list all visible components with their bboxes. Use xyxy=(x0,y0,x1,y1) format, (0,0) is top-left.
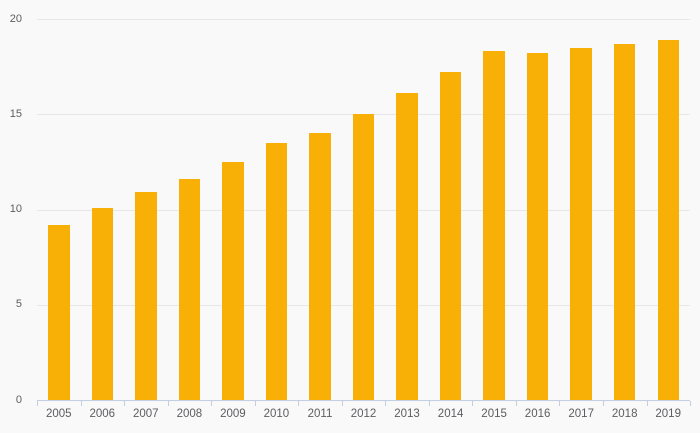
gridline-20 xyxy=(37,19,690,20)
bar-2011[interactable] xyxy=(309,133,331,400)
x-axis-tick xyxy=(602,401,604,406)
bar-2008[interactable] xyxy=(178,179,201,400)
bar-2018[interactable] xyxy=(613,43,636,400)
y-axis-label-5: 5 xyxy=(15,298,22,311)
x-axis-tick xyxy=(80,401,82,406)
x-axis-tick xyxy=(341,401,343,406)
x-axis-label-2015: 2015 xyxy=(481,408,507,420)
x-axis-tick xyxy=(690,401,691,406)
bar-2015[interactable] xyxy=(483,51,505,400)
x-axis-label-2008: 2008 xyxy=(176,408,203,420)
bar-2019[interactable] xyxy=(657,40,679,400)
x-axis-tick xyxy=(254,401,256,406)
bar-2017[interactable] xyxy=(570,47,592,400)
y-axis-label-20: 20 xyxy=(9,12,22,25)
y-axis-label-0: 0 xyxy=(15,393,22,406)
y-axis-label-15: 15 xyxy=(9,107,22,120)
bar-2016[interactable] xyxy=(526,53,549,400)
x-axis-tick xyxy=(472,401,474,406)
x-axis-tick xyxy=(211,401,213,406)
bar-2010[interactable] xyxy=(265,142,288,400)
x-axis-tick xyxy=(559,401,561,406)
x-axis-label-2005: 2005 xyxy=(46,408,72,420)
x-axis-label-2019: 2019 xyxy=(655,408,681,420)
bar-2006[interactable] xyxy=(91,207,113,400)
x-axis-tick xyxy=(298,401,300,406)
x-axis-label-2012: 2012 xyxy=(350,408,377,420)
x-axis-label-2006: 2006 xyxy=(89,408,116,420)
x-axis-tick xyxy=(124,401,126,406)
y-axis-label-10: 10 xyxy=(9,203,22,215)
x-axis-tick xyxy=(37,401,38,406)
bar-2012[interactable] xyxy=(352,114,375,401)
bar-2007[interactable] xyxy=(135,192,157,400)
x-axis-tick xyxy=(385,401,387,406)
bar-2013[interactable] xyxy=(396,93,418,400)
x-axis-line xyxy=(37,400,690,401)
x-axis-label-2018: 2018 xyxy=(611,408,638,420)
x-axis-tick xyxy=(428,401,430,406)
x-axis-tick xyxy=(167,401,169,406)
x-axis-label-2014: 2014 xyxy=(437,408,464,420)
x-axis-label-2013: 2013 xyxy=(394,408,420,420)
bar-2005[interactable] xyxy=(48,224,70,400)
x-axis-label-2016: 2016 xyxy=(524,408,551,420)
x-axis-label-2010: 2010 xyxy=(263,408,290,420)
x-axis-label-2007: 2007 xyxy=(133,408,159,420)
x-axis-tick xyxy=(515,401,517,406)
x-axis-label-2011: 2011 xyxy=(307,408,333,420)
x-axis-label-2009: 2009 xyxy=(220,408,246,420)
x-axis-label-2017: 2017 xyxy=(568,408,594,420)
bar-2009[interactable] xyxy=(222,161,244,400)
x-axis-tick xyxy=(646,401,648,406)
bar-2014[interactable] xyxy=(439,72,462,400)
